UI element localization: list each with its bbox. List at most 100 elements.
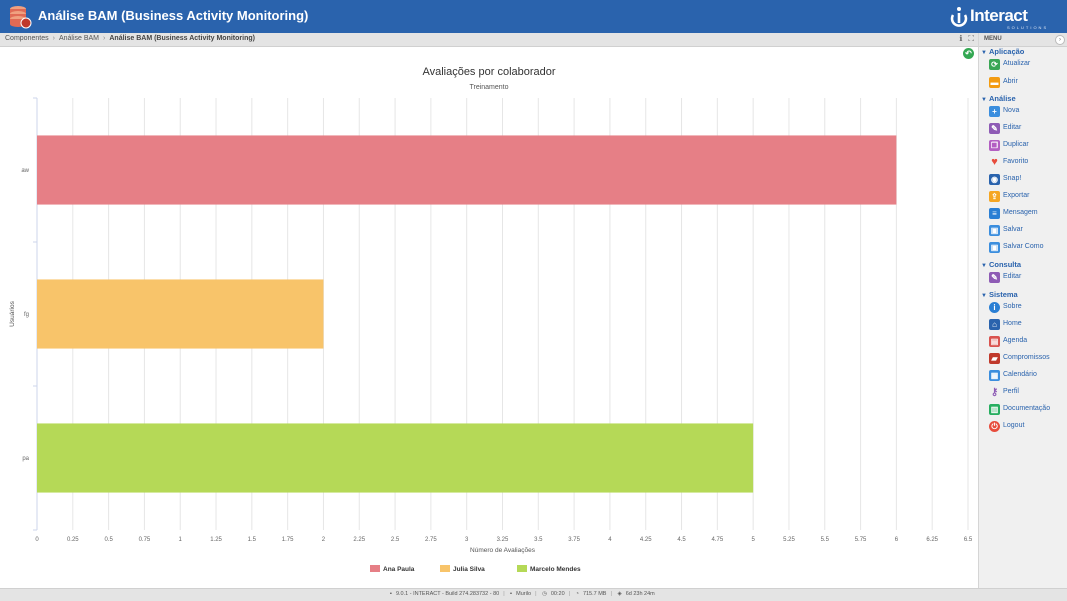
- back-arrow-icon[interactable]: ↶: [963, 48, 974, 59]
- x-tick-label: 3: [465, 537, 469, 543]
- menu-item-sobre[interactable]: i Sobre: [989, 301, 1022, 314]
- uptime-icon: ◈: [617, 591, 622, 597]
- save-icon: ▣: [989, 224, 1000, 236]
- menu-item-compromissos[interactable]: ▰ Compromissos: [989, 352, 1050, 365]
- key-icon: ⚷: [990, 386, 999, 398]
- page-title: Análise BAM (Business Activity Monitorin…: [38, 8, 309, 23]
- x-tick-label: 6.5: [964, 537, 973, 543]
- legend-swatch: [517, 565, 527, 572]
- menu-item-documentacao[interactable]: ▥ Documentação: [989, 403, 1050, 416]
- section-label: Análise: [988, 94, 1016, 103]
- x-tick-label: 0: [35, 537, 39, 543]
- menu-item-exportar[interactable]: ⇪ Exportar: [989, 190, 1029, 203]
- menu-item-label: Editar: [1003, 273, 1022, 280]
- collapse-menu-icon[interactable]: ›: [1055, 35, 1065, 45]
- menu-item-editar-analise[interactable]: ✎ Editar: [989, 122, 1021, 135]
- power-icon: ⏻: [989, 420, 1000, 432]
- clock-icon: ◷: [542, 591, 547, 597]
- menu-item-nova[interactable]: + Nova: [989, 105, 1019, 118]
- status-divider: |: [568, 591, 571, 597]
- x-tick-label: 0.75: [139, 537, 151, 543]
- menu-item-label: Editar: [1003, 124, 1022, 131]
- menu-item-label: Snap!: [1003, 175, 1022, 182]
- interact-logo-icon: [950, 7, 968, 27]
- status-bar: ▪ 9.0.1 - INTERACT - Build 274.283732 - 8…: [0, 588, 1067, 601]
- menu-item-favorito[interactable]: ♥ Favorito: [989, 156, 1028, 169]
- menu-item-label: Home: [1003, 320, 1022, 327]
- menu-item-salvar[interactable]: ▣ Salvar: [989, 224, 1023, 237]
- bar-chart: Avaliações por colaborador Treinamento 0 0.…: [9, 66, 973, 573]
- menu-section-consulta[interactable]: ▼ Consulta: [981, 260, 1021, 269]
- x-axis-label: Número de Avaliações: [470, 547, 536, 554]
- breadcrumb-bar: Componentes › Análise BAM › Análise BAM (Bus…: [0, 33, 978, 47]
- x-tick-label: 2: [322, 537, 326, 543]
- menu-section-analise[interactable]: ▼ Análise: [981, 94, 1016, 103]
- menu-item-label: Documentação: [1003, 405, 1051, 412]
- y-tick-label: fg: [24, 312, 29, 318]
- triangle-down-icon: ▼: [981, 293, 987, 299]
- status-memory: 715.7 MB: [582, 591, 607, 597]
- y-tick-label: aw: [21, 168, 29, 174]
- menu-item-logout[interactable]: ⏻ Logout: [989, 420, 1024, 433]
- y-tick-label: pa: [22, 456, 29, 462]
- menu-item-atualizar[interactable]: ⟳ Atualizar: [989, 58, 1030, 71]
- x-tick-label: 4: [608, 537, 612, 543]
- menu-item-label: Logout: [1003, 422, 1025, 429]
- menu-item-label: Mensagem: [1003, 209, 1038, 216]
- menu-item-editar-consulta[interactable]: ✎ Editar: [989, 271, 1021, 284]
- chart-title: Avaliações por colaborador: [422, 66, 555, 78]
- x-tick-label: 4.25: [640, 537, 652, 543]
- breadcrumb-item-analise-bam[interactable]: Análise BAM: [58, 35, 100, 42]
- user-icon: ▪: [510, 591, 513, 597]
- x-tick-label: 6: [895, 537, 899, 543]
- menu-item-snap[interactable]: ◉ Snap!: [989, 173, 1021, 186]
- fullscreen-icon[interactable]: ⛶: [968, 34, 974, 43]
- menu-section-sistema[interactable]: ▼ Sistema: [981, 290, 1018, 299]
- menu-item-label: Salvar Como: [1003, 243, 1044, 250]
- menu-item-perfil[interactable]: ⚷ Perfil: [989, 386, 1019, 399]
- menu-item-duplicar[interactable]: ❐ Duplicar: [989, 139, 1029, 152]
- breadcrumb-item-componentes[interactable]: Componentes: [5, 35, 49, 42]
- status-user: Murilo: [516, 591, 532, 597]
- heart-icon: ♥: [991, 155, 998, 168]
- menu-item-abrir[interactable]: ▬ Abrir: [989, 76, 1018, 89]
- x-tick-label: 6.25: [926, 537, 938, 543]
- pencil-icon: ✎: [989, 271, 1000, 283]
- menu-item-home[interactable]: ⌂ Home: [989, 318, 1022, 331]
- menu-item-calendario[interactable]: ▦ Calendário: [989, 369, 1037, 382]
- duplicate-icon: ❐: [989, 139, 1000, 151]
- logo-text: Interact: [970, 6, 1028, 25]
- version-icon: ▪: [390, 591, 392, 597]
- app-header: Análise BAM (Business Activity Monitorin…: [0, 0, 1067, 33]
- menu-item-label: Exportar: [1003, 192, 1030, 199]
- briefcase-icon: ▰: [989, 352, 1000, 364]
- menu-section-aplicacao[interactable]: ▼ Aplicação: [981, 47, 1024, 56]
- section-label: Consulta: [988, 260, 1022, 269]
- chart-subtitle: Treinamento: [469, 84, 508, 91]
- breadcrumb: Componentes › Análise BAM › Análise BAM (Bus…: [5, 35, 255, 42]
- x-tick-label: 3.25: [497, 537, 509, 543]
- status-divider: |: [610, 591, 612, 597]
- menu-item-label: Duplicar: [1003, 141, 1029, 148]
- status-uptime: 6d 23h 24m: [625, 591, 655, 597]
- bar-fg: [37, 279, 324, 349]
- docs-icon: ▥: [989, 403, 1000, 415]
- triangle-down-icon: ▼: [981, 263, 987, 269]
- interact-logo: Interact SOLUTIONS: [949, 5, 1049, 30]
- menu-item-mensagem[interactable]: ≡ Mensagem: [989, 207, 1038, 220]
- refresh-icon: ⟳: [989, 58, 1000, 70]
- menu-item-label: Nova: [1003, 107, 1020, 114]
- bar-aw: [37, 135, 897, 205]
- x-tick-label: 5: [751, 537, 755, 543]
- chart-panel: Avaliações por colaborador Treinamento 0 0.…: [0, 47, 978, 588]
- x-tick-label: 4.5: [677, 537, 686, 543]
- breadcrumb-tools: ℹ ⛶: [953, 34, 974, 44]
- menu-item-label: Perfil: [1003, 388, 1019, 395]
- menu-item-label: Calendário: [1003, 371, 1037, 378]
- home-icon: ⌂: [989, 318, 1000, 330]
- memory-icon: ◔: [575, 591, 579, 597]
- menu-item-label: Abrir: [1003, 78, 1018, 85]
- menu-item-salvar-como[interactable]: ▣ Salvar Como: [989, 241, 1043, 254]
- menu-item-agenda[interactable]: ▤ Agenda: [989, 335, 1027, 348]
- info-icon[interactable]: ℹ: [959, 34, 963, 43]
